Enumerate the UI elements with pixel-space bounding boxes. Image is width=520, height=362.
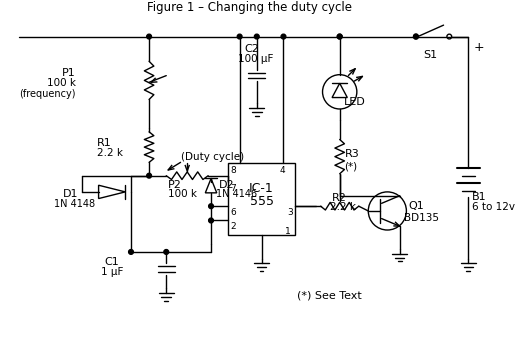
Bar xyxy=(228,163,295,235)
Circle shape xyxy=(128,249,133,254)
Circle shape xyxy=(413,34,418,39)
Text: 3: 3 xyxy=(287,208,293,217)
Text: D2: D2 xyxy=(219,180,235,189)
Text: LED: LED xyxy=(344,97,365,106)
Text: 100 μF: 100 μF xyxy=(238,54,273,64)
Text: BD135: BD135 xyxy=(405,213,439,223)
Text: P2: P2 xyxy=(168,181,182,190)
Text: 1 μF: 1 μF xyxy=(101,267,124,277)
Text: 555: 555 xyxy=(250,195,274,208)
Text: C1: C1 xyxy=(105,257,119,267)
Text: 2: 2 xyxy=(230,222,236,231)
Text: 7: 7 xyxy=(230,184,236,193)
Text: (*) See Text: (*) See Text xyxy=(297,290,361,300)
Text: 2.2 k: 2.2 k xyxy=(330,202,356,212)
Text: S1: S1 xyxy=(424,50,438,60)
Circle shape xyxy=(337,34,342,39)
Text: 1N 4148: 1N 4148 xyxy=(54,199,95,209)
Circle shape xyxy=(164,249,168,254)
Text: IC-1: IC-1 xyxy=(249,182,274,195)
Text: 1N 4146: 1N 4146 xyxy=(216,189,257,199)
Text: R3: R3 xyxy=(344,149,359,159)
Text: 8: 8 xyxy=(230,166,236,175)
Text: 4: 4 xyxy=(280,166,285,175)
Text: R2: R2 xyxy=(332,193,347,203)
Text: 100 k: 100 k xyxy=(47,79,76,88)
Circle shape xyxy=(147,173,151,178)
Text: Q1: Q1 xyxy=(408,201,424,211)
Text: (frequency): (frequency) xyxy=(19,89,76,99)
Text: P1: P1 xyxy=(62,68,76,78)
Text: (*): (*) xyxy=(344,161,358,171)
Text: 6 to 12v: 6 to 12v xyxy=(472,202,515,212)
Circle shape xyxy=(337,34,342,39)
Text: 100 k: 100 k xyxy=(168,189,197,199)
Circle shape xyxy=(209,204,213,209)
Text: 1: 1 xyxy=(285,227,291,236)
Title: Figure 1 – Changing the duty cycle: Figure 1 – Changing the duty cycle xyxy=(147,1,352,14)
Text: (Duty cycle): (Duty cycle) xyxy=(180,152,244,162)
Text: 2.2 k: 2.2 k xyxy=(97,148,123,158)
Text: +: + xyxy=(474,41,485,54)
Circle shape xyxy=(209,218,213,223)
Text: 6: 6 xyxy=(230,208,236,217)
Text: B1: B1 xyxy=(472,192,487,202)
Text: R1: R1 xyxy=(97,138,111,148)
Text: C2: C2 xyxy=(244,44,259,54)
Circle shape xyxy=(281,34,286,39)
Circle shape xyxy=(147,34,151,39)
Circle shape xyxy=(237,34,242,39)
Circle shape xyxy=(254,34,259,39)
Text: D1: D1 xyxy=(63,189,79,199)
